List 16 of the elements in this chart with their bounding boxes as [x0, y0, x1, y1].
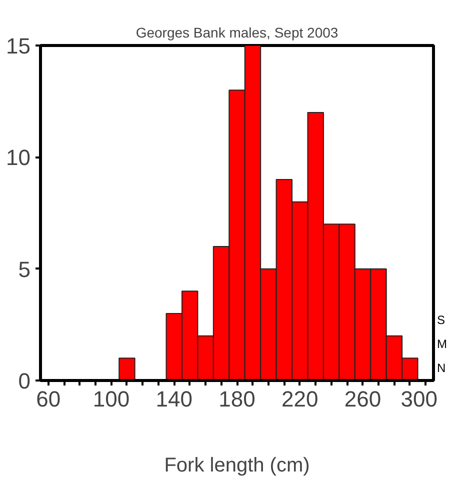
y-tick-label: 0	[18, 368, 31, 394]
x-tick-label: 100	[92, 386, 130, 412]
x-tick-label: 60	[36, 386, 61, 412]
text: N	[437, 361, 446, 375]
chart-title: Georges Bank males, Sept 2003	[136, 24, 338, 40]
y-tick-label: 10	[6, 145, 31, 170]
x-tick-label: 140	[156, 386, 192, 412]
x-axis-title: Fork length (cm)	[164, 454, 310, 476]
y-tick-label: 5	[18, 256, 31, 282]
x-tick-label: 180	[218, 386, 256, 412]
y-tick-label: 15	[6, 34, 31, 58]
text: M	[437, 337, 447, 351]
x-tick-label: 220	[282, 386, 318, 412]
x-tick-label: 260	[344, 386, 382, 412]
text: S	[437, 313, 446, 327]
x-tick-label: 300	[400, 386, 438, 412]
